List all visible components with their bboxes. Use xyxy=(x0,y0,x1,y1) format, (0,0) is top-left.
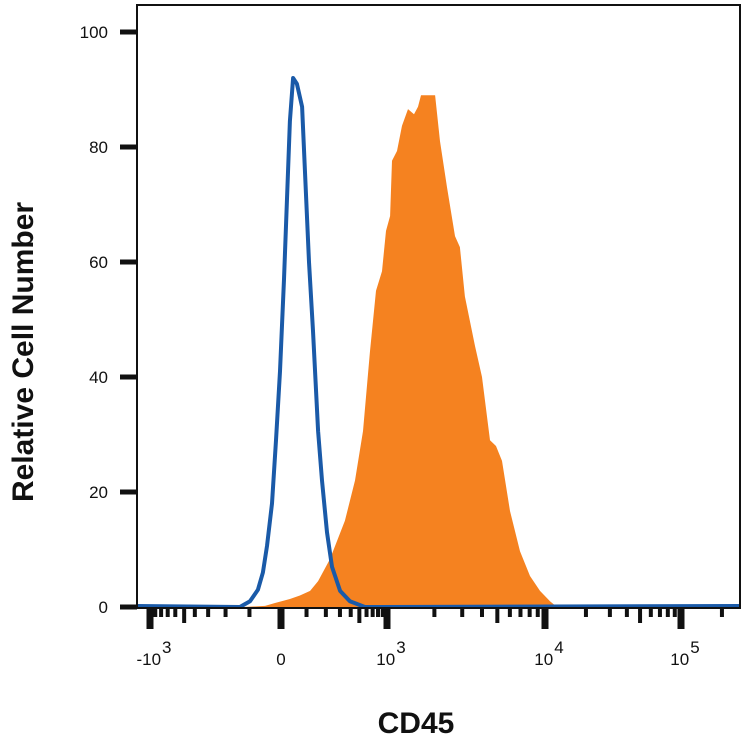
x-tick-label: 0 xyxy=(276,650,285,669)
y-tick xyxy=(120,604,137,610)
y-axis: 0 20 40 60 80 100 xyxy=(80,23,137,617)
x-minor-tick xyxy=(495,609,500,623)
x-minor-tick xyxy=(173,609,178,617)
x-minor-tick xyxy=(364,609,369,617)
y-tick xyxy=(120,144,137,150)
x-major-tick xyxy=(541,609,549,629)
x-minor-tick xyxy=(648,609,653,617)
x-minor-tick xyxy=(672,609,677,617)
y-axis-title: Relative Cell Number xyxy=(7,202,40,502)
x-major-tick xyxy=(277,609,285,629)
x-tick-base: 10 xyxy=(670,650,689,669)
y-tick-label: 60 xyxy=(89,253,108,272)
x-tick-base: 10 xyxy=(376,650,395,669)
x-minor-tick xyxy=(638,609,643,623)
x-major-tick xyxy=(383,609,391,629)
x-tick-base: 10 xyxy=(534,650,553,669)
plot-frame xyxy=(136,4,741,609)
x-minor-tick xyxy=(624,609,629,617)
x-minor-tick xyxy=(507,609,512,617)
series-layer xyxy=(136,76,741,609)
x-minor-tick xyxy=(432,609,437,617)
x-tick-exponent: 4 xyxy=(554,638,563,657)
x-minor-tick xyxy=(535,609,540,617)
x-minor-tick xyxy=(380,609,385,617)
x-tick-base: 0 xyxy=(276,650,285,669)
x-tick-label: 104 xyxy=(534,638,563,669)
x-minor-tick xyxy=(348,609,353,617)
x-major-tick xyxy=(146,609,154,629)
x-minor-tick xyxy=(223,609,228,617)
x-axis-title: CD45 xyxy=(378,707,455,740)
x-minor-tick xyxy=(527,609,532,617)
x-tick-label: 105 xyxy=(670,638,699,669)
x-minor-tick xyxy=(165,609,170,617)
y-tick xyxy=(120,259,137,265)
x-tick-exponent: 5 xyxy=(690,638,699,657)
x-minor-tick xyxy=(206,609,211,617)
x-minor-tick xyxy=(460,609,465,617)
x-minor-tick xyxy=(657,609,662,617)
x-minor-tick xyxy=(719,609,724,617)
x-tick-label: -103 xyxy=(136,638,171,669)
x-minor-tick xyxy=(192,609,197,617)
y-tick-label: 0 xyxy=(99,598,108,617)
x-minor-tick xyxy=(153,609,158,617)
x-tick-exponent: 3 xyxy=(396,638,405,657)
x-minor-tick xyxy=(357,609,362,623)
x-minor-tick xyxy=(247,609,252,617)
x-minor-tick xyxy=(607,609,612,617)
x-minor-tick xyxy=(182,609,187,623)
x-minor-tick xyxy=(665,609,670,617)
series-filled-histogram xyxy=(242,95,558,608)
x-tick-exponent: 3 xyxy=(162,638,171,657)
x-minor-tick xyxy=(479,609,484,617)
x-minor-tick xyxy=(337,609,342,617)
y-tick-label: 100 xyxy=(80,23,108,42)
x-minor-tick xyxy=(304,609,309,617)
x-minor-tick xyxy=(159,609,164,617)
y-tick-label: 80 xyxy=(89,138,108,157)
y-tick-label: 20 xyxy=(89,483,108,502)
x-minor-tick xyxy=(376,609,381,617)
x-major-tick xyxy=(677,609,685,629)
y-tick xyxy=(120,29,137,35)
series-outline-histogram xyxy=(136,76,741,609)
y-tick xyxy=(120,489,137,495)
y-tick-label: 40 xyxy=(89,368,108,387)
x-tick-base: -10 xyxy=(136,650,161,669)
x-minor-tick xyxy=(323,609,328,617)
x-minor-tick xyxy=(583,609,588,617)
y-tick xyxy=(120,374,137,380)
x-tick-label: 103 xyxy=(376,638,405,669)
x-minor-tick xyxy=(518,609,523,617)
x-minor-tick xyxy=(370,609,375,617)
